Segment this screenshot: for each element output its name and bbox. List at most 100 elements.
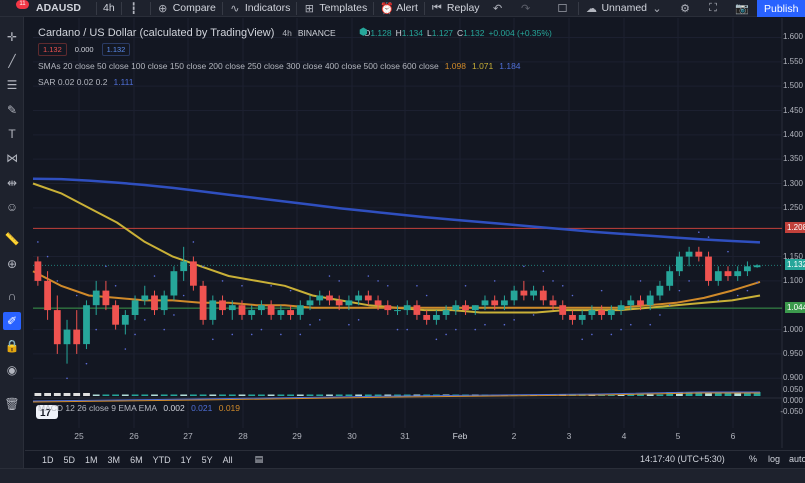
crosshair-tool-icon[interactable]: ✛ [6, 30, 18, 44]
lock-icon[interactable]: 🔒 [4, 339, 20, 353]
legend-sma-row[interactable]: SMAs 20 close 50 close 100 close 150 clo… [38, 59, 556, 73]
legend-prices-row: 1.132 0.000 1.132 [38, 42, 556, 56]
macd-histogram-bar [112, 394, 119, 396]
layout-name-button[interactable]: ☁ Unnamed ⌄ [579, 0, 673, 17]
candle-body [355, 295, 362, 301]
indicators-icon: ∿ [230, 2, 240, 15]
log-scale-button[interactable]: log [768, 454, 781, 464]
auto-scale-button[interactable]: auto [789, 454, 805, 464]
range-button-1d[interactable]: 1D [42, 454, 54, 465]
range-button-3m[interactable]: 3M [107, 454, 121, 465]
replay-icon: ⏮ [431, 1, 442, 14]
legend-sar-row[interactable]: SAR 0.02 0.02 0.2 1.111 [38, 75, 556, 89]
macd-histogram-bar [676, 392, 683, 396]
clock[interactable]: 14:17:40 (UTC+5:30) [640, 454, 725, 464]
range-button-6m[interactable]: 6M [130, 454, 143, 465]
sar-dot [552, 280, 554, 282]
range-button-5d[interactable]: 5D [63, 454, 76, 465]
layout-toggle-button[interactable]: ☐ [550, 0, 578, 17]
macd-value-1: 0.002 [163, 403, 185, 413]
sell-price-box[interactable]: 1.132 [38, 42, 67, 56]
divider [578, 1, 580, 15]
symbol-title[interactable]: Cardano / US Dollar (calculated by Tradi… [38, 27, 275, 39]
macd-histogram-bar [277, 394, 285, 396]
chart-type-button[interactable]: ┇ [122, 0, 150, 17]
ruler-tool-icon[interactable]: 📏 [4, 232, 20, 246]
brush-tool-icon[interactable]: ✎ [6, 103, 18, 117]
macd-histogram-bar [121, 394, 129, 396]
price-axis-label: 1.350 [782, 154, 803, 164]
eye-icon[interactable]: ◉ [6, 363, 18, 377]
undo-button[interactable]: ↶ [486, 0, 514, 17]
candle-body [423, 315, 431, 320]
settings-button[interactable]: ⚙ [673, 0, 701, 17]
candle-body [413, 305, 421, 315]
buy-price-box[interactable]: 1.132 [101, 42, 131, 56]
sar-dot [124, 348, 127, 350]
candle-body [403, 305, 411, 311]
percent-scale-button[interactable]: % [749, 454, 758, 464]
redo-button[interactable]: ↷ [514, 0, 542, 17]
market-status-icon[interactable]: ⬢ [359, 27, 368, 38]
range-button-1y[interactable]: 1Y [180, 454, 192, 465]
range-button-1m[interactable]: 1M [85, 454, 98, 465]
candle-body [170, 271, 178, 296]
price-axis-label: 1.300 [782, 178, 803, 188]
candle-body [209, 300, 217, 320]
ohlc-high: H1.134 [395, 28, 424, 38]
candle-body [335, 300, 343, 306]
time-axis[interactable]: 25 26 27 28 29 30 31 Feb 2 3 4 5 6 [30, 428, 780, 444]
trash-icon[interactable]: 🗑 [4, 397, 20, 411]
text-tool-icon[interactable]: T [8, 127, 16, 141]
sar-legend-text: SAR 0.02 0.02 0.2 [38, 77, 108, 87]
symbol-search-button[interactable]: ADAUSD [36, 2, 81, 14]
price-tag-current[interactable]: 1.132 [785, 259, 805, 271]
fib-tool-icon[interactable]: ☰ [6, 78, 18, 92]
sma-value-1: 1.098 [444, 61, 466, 71]
price-axis-label: 1.600 [782, 32, 803, 42]
pattern-tool-icon[interactable]: ⋈ [6, 151, 18, 165]
sar-dot [659, 314, 661, 316]
zoom-in-icon[interactable]: ⊕ [6, 257, 18, 271]
sar-dot [678, 289, 681, 292]
range-button-all[interactable]: All [222, 454, 233, 465]
bottom-toolbar: 1D 5D 1M 3M 6M YTD 1Y 5Y All ▤ 14:17:40 (UTC+5:3… [25, 450, 805, 468]
calendar-icon: ▤ [254, 454, 264, 464]
candle-body [219, 300, 226, 311]
stay-in-drawing-mode-icon[interactable]: ✐ [3, 312, 21, 330]
macd-histogram-bar [646, 394, 654, 396]
alert-button[interactable]: ⏰ Alert [374, 0, 424, 17]
candle-body [316, 295, 324, 301]
macd-histogram-bar [744, 392, 751, 396]
range-button-5y[interactable]: 5Y [201, 454, 213, 465]
macd-legend[interactable]: MACD 12 26 close 9 EMA EMA 0.002 0.021 0… [38, 403, 240, 413]
publish-button[interactable]: Publish [757, 0, 805, 17]
fullscreen-button[interactable]: ⛶ [701, 0, 729, 17]
magnet-icon[interactable]: ∩ [7, 289, 17, 303]
sar-dot [37, 241, 39, 243]
indicators-button[interactable]: ∿ Indicators [223, 0, 297, 17]
prediction-tool-icon[interactable]: ⇹ [6, 176, 18, 190]
square-icon: ☐ [557, 2, 568, 15]
trendline-tool-icon[interactable]: ╱ [8, 54, 16, 68]
macd-histogram-bar [267, 394, 275, 396]
emoji-tool-icon[interactable]: ☺ [5, 200, 19, 214]
notification-badge[interactable]: 11 [16, 0, 29, 9]
sar-dot [377, 280, 379, 282]
templates-button[interactable]: ⊞ Templates [297, 0, 373, 17]
price-axis[interactable]: 1.600 1.550 1.500 1.450 1.400 1.350 1.300 1.250… [780, 18, 805, 448]
drawing-toolbar: ✛ ╱ ☰ ✎ T ⋈ ⇹ ☺ 📏 ⊕ ∩ ✐ 🔒 ◉ 🗑 [0, 17, 24, 483]
price-tag-red[interactable]: 1.208 [785, 222, 805, 234]
sar-dot [270, 284, 272, 287]
compare-button[interactable]: ⊕ Compare [151, 0, 222, 17]
price-tag-green[interactable]: 1.044 [785, 302, 805, 314]
interval-button[interactable]: 4h [103, 2, 115, 14]
date-range-button[interactable]: ▤ [250, 454, 269, 465]
divider [296, 1, 298, 15]
sar-dot [241, 284, 243, 287]
range-button-ytd[interactable]: YTD [152, 454, 171, 465]
candle-body [34, 261, 42, 281]
snapshot-button[interactable]: 📷 [729, 0, 757, 17]
replay-button[interactable]: ⏮ Replay [425, 0, 486, 17]
